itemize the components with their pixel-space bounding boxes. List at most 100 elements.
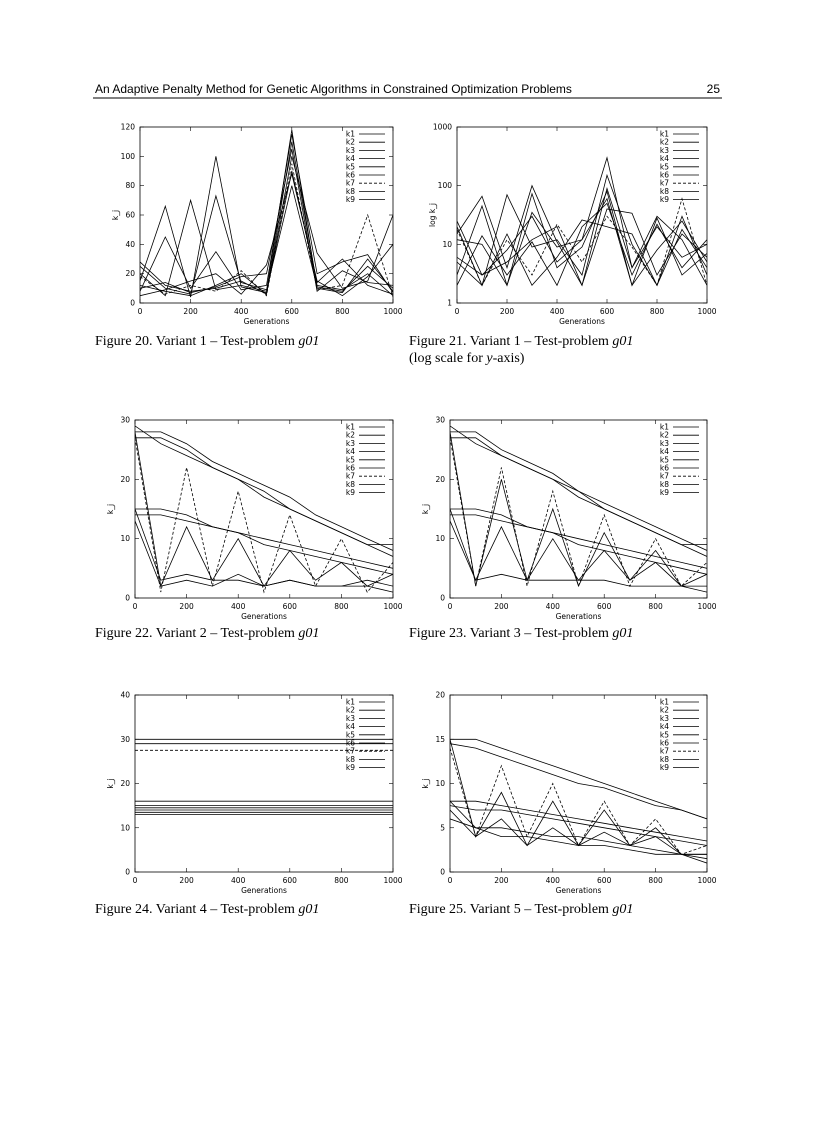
legend-label: k8 [346, 480, 355, 489]
x-tick-label: 1000 [697, 602, 716, 611]
y-tick-label: 1 [447, 299, 452, 308]
y-tick-label: 30 [120, 416, 130, 425]
y-tick-label: 10 [435, 779, 445, 788]
chart: 0 10 20 30 0 200 400 600 800 1000 Generations k_j k1… [421, 416, 717, 622]
y-tick-label: 0 [440, 868, 445, 877]
legend-label: k5 [346, 730, 355, 739]
y-tick-label: 5 [440, 823, 445, 832]
series-line [450, 747, 707, 855]
series-line [140, 185, 393, 295]
caption-run: g01 [612, 902, 633, 917]
x-tick-label: 400 [546, 876, 561, 885]
plot-frame [456, 126, 708, 304]
legend-label: k9 [660, 195, 669, 204]
series-line [450, 818, 707, 855]
y-tick-label: 0 [125, 594, 130, 603]
series-line [450, 738, 707, 820]
x-tick-label: 1000 [697, 876, 716, 885]
series-line [135, 425, 393, 545]
x-tick-label: 800 [648, 602, 663, 611]
legend-label: k2 [346, 431, 355, 440]
y-tick-label: 60 [125, 211, 135, 220]
y-tick-label: 0 [440, 594, 445, 603]
x-tick-label: 400 [550, 307, 565, 316]
caption-run: (log scale for [409, 351, 486, 366]
figure-caption: Figure 24. Variant 4 – Test-problem g01 [95, 902, 319, 917]
legend-label: k9 [346, 488, 355, 497]
x-tick-label: 800 [335, 307, 350, 316]
caption-run: g01 [298, 626, 319, 641]
legend-label: k4 [346, 447, 355, 456]
x-tick-label: 0 [448, 602, 453, 611]
series-line [140, 156, 393, 297]
x-tick-label: 600 [283, 602, 298, 611]
legend-label: k7 [346, 747, 355, 756]
x-tick-label: 200 [183, 307, 198, 316]
legend-label: k5 [346, 455, 355, 464]
y-tick-label: 20 [125, 269, 135, 278]
caption-run: g01 [612, 334, 633, 349]
series-line [135, 514, 393, 575]
legend-label: k4 [346, 154, 355, 163]
legend-label: k2 [660, 431, 669, 440]
x-tick-label: 200 [500, 307, 515, 316]
caption-run: Figure 20. Variant 1 – Test-problem [95, 334, 298, 349]
series-line [457, 173, 707, 287]
series-line [450, 743, 707, 820]
legend-label: k3 [660, 146, 669, 155]
legend-label: k1 [660, 423, 669, 432]
y-axis-label: k_j [106, 778, 115, 788]
legend-label: k7 [346, 179, 355, 188]
series-line [135, 508, 393, 593]
legend-label: k7 [660, 747, 669, 756]
series-line [140, 134, 393, 293]
y-axis-label: k_j [111, 210, 120, 220]
y-tick-label: 40 [125, 240, 135, 249]
legend-label: k8 [660, 480, 669, 489]
y-tick-label: 30 [120, 735, 130, 744]
x-tick-label: 0 [133, 602, 138, 611]
series-line [457, 202, 707, 287]
legend-label: k7 [346, 472, 355, 481]
series-line [450, 800, 707, 864]
series-line [450, 425, 707, 545]
legend-label: k5 [660, 162, 669, 171]
y-axis-label: k_j [106, 504, 115, 514]
legend-label: k1 [346, 698, 355, 707]
x-tick-label: 1000 [383, 307, 402, 316]
x-tick-label: 1000 [383, 602, 402, 611]
series-line [450, 800, 707, 842]
legend-label: k3 [346, 714, 355, 723]
series-line [140, 173, 393, 297]
y-tick-label: 20 [435, 475, 445, 484]
legend-label: k3 [660, 714, 669, 723]
series-line [450, 520, 707, 587]
series-line [450, 805, 707, 846]
x-tick-label: 400 [231, 876, 246, 885]
legend-label: k2 [660, 706, 669, 715]
plot-frame [139, 126, 394, 304]
series-line [457, 219, 707, 287]
running-title: An Adaptive Penalty Method for Genetic A… [95, 82, 572, 96]
series-line [135, 520, 393, 588]
caption-run: Figure 24. Variant 4 – Test-problem [95, 902, 298, 917]
series-line [450, 508, 707, 593]
y-tick-label: 20 [435, 691, 445, 700]
series-line [140, 129, 393, 297]
x-axis-label: Generations [559, 317, 605, 326]
figure-caption: Figure 23. Variant 3 – Test-problem g01 [409, 626, 633, 641]
x-axis-label: Generations [241, 886, 287, 895]
legend-label: k9 [660, 488, 669, 497]
legend-label: k7 [660, 472, 669, 481]
legend-label: k1 [660, 130, 669, 139]
y-tick-label: 100 [438, 181, 453, 190]
caption-run: g01 [612, 626, 633, 641]
legend-label: k4 [660, 154, 669, 163]
x-tick-label: 600 [597, 876, 612, 885]
series-line [457, 208, 707, 287]
legend-label: k1 [346, 130, 355, 139]
figure-caption: Figure 20. Variant 1 – Test-problem g01 [95, 334, 319, 349]
series-line [450, 437, 707, 588]
legend-label: k6 [660, 464, 669, 473]
